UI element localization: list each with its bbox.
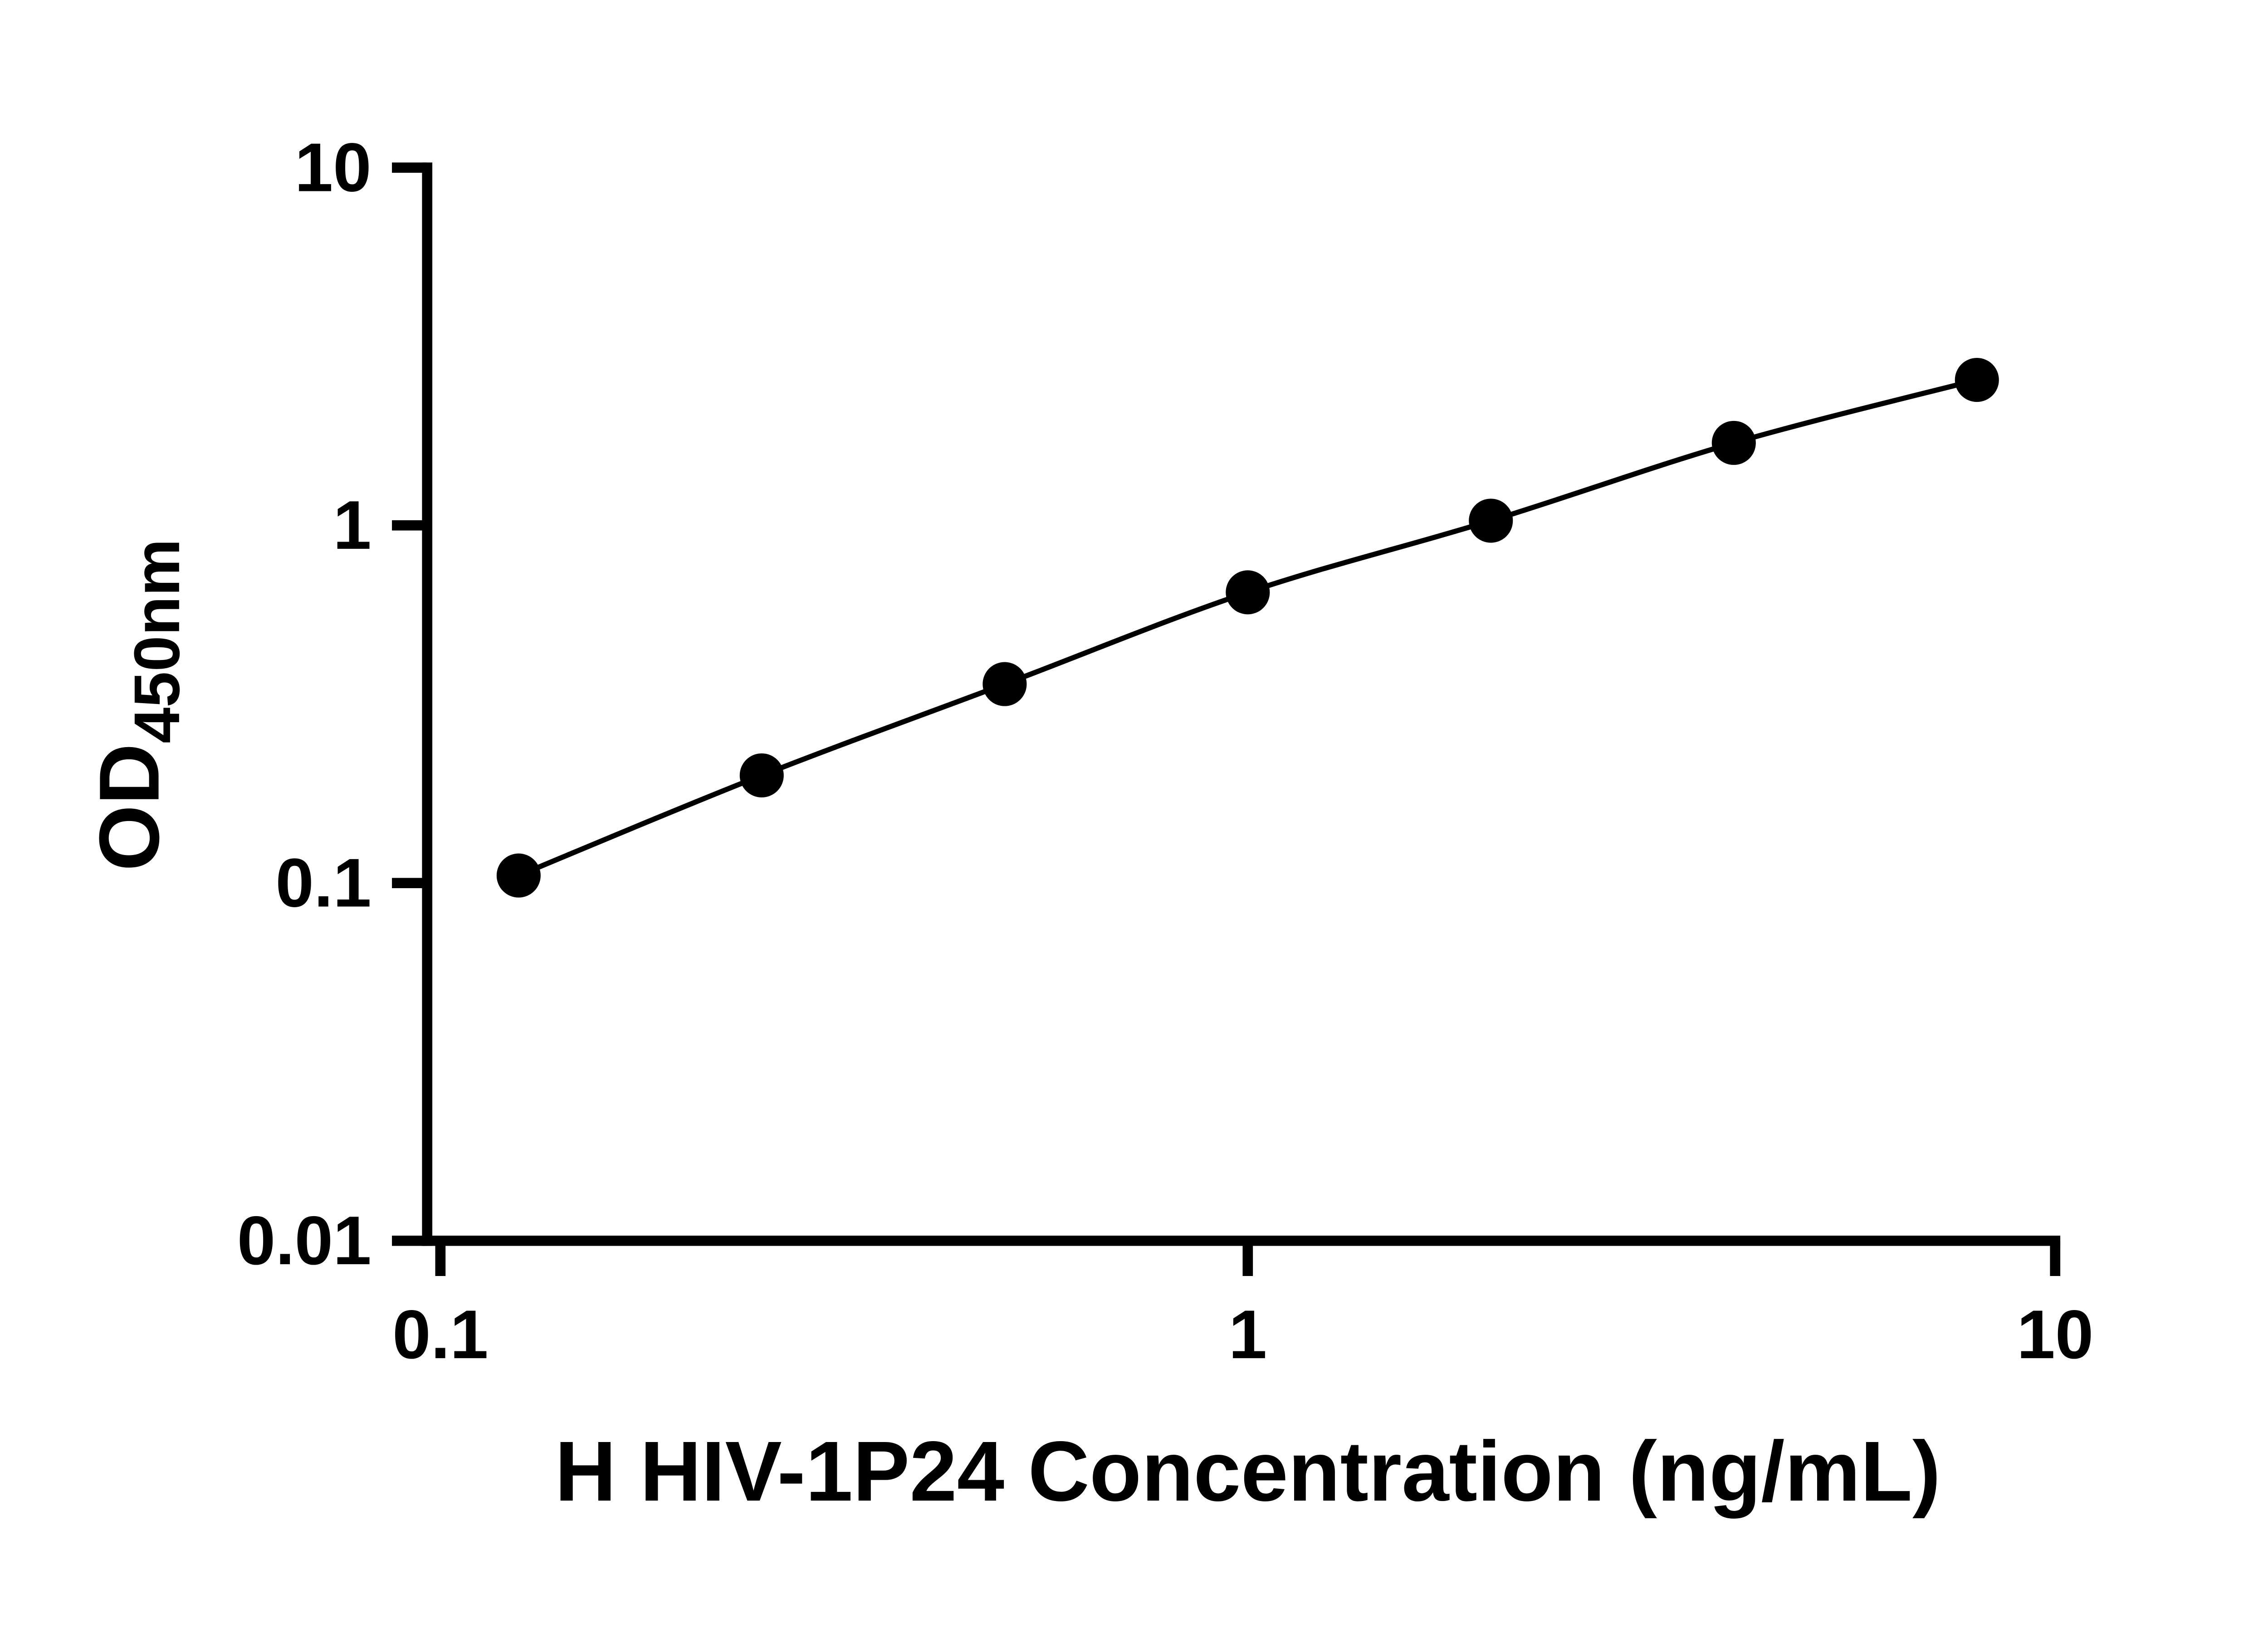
x-tick-label: 1 xyxy=(1229,1296,1267,1373)
data-point xyxy=(1469,499,1513,543)
data-point xyxy=(982,662,1027,706)
y-axis-title: OD450nm xyxy=(82,539,193,871)
y-axis-title-main: OD xyxy=(82,743,177,871)
x-tick-label: 0.1 xyxy=(392,1296,488,1373)
data-point xyxy=(1226,570,1270,615)
y-tick-label: 1 xyxy=(333,487,371,564)
y-tick-label: 0.1 xyxy=(275,844,371,921)
fit-curve xyxy=(518,377,1978,878)
y-axis-title-subscript: 450nm xyxy=(121,539,193,743)
data-point xyxy=(496,853,541,898)
data-point xyxy=(1711,420,1756,465)
x-axis-title: H HIV-1P24 Concentration (ng/mL) xyxy=(555,1423,1941,1519)
y-tick-label: 10 xyxy=(295,129,371,206)
x-tick-label: 10 xyxy=(2017,1296,2093,1373)
data-point xyxy=(739,753,784,797)
y-tick-label: 0.01 xyxy=(237,1202,371,1279)
data-point xyxy=(1955,357,1999,402)
plot-area: 0.01 0.1 1 10 0.1 1 10 xyxy=(237,129,2094,1373)
